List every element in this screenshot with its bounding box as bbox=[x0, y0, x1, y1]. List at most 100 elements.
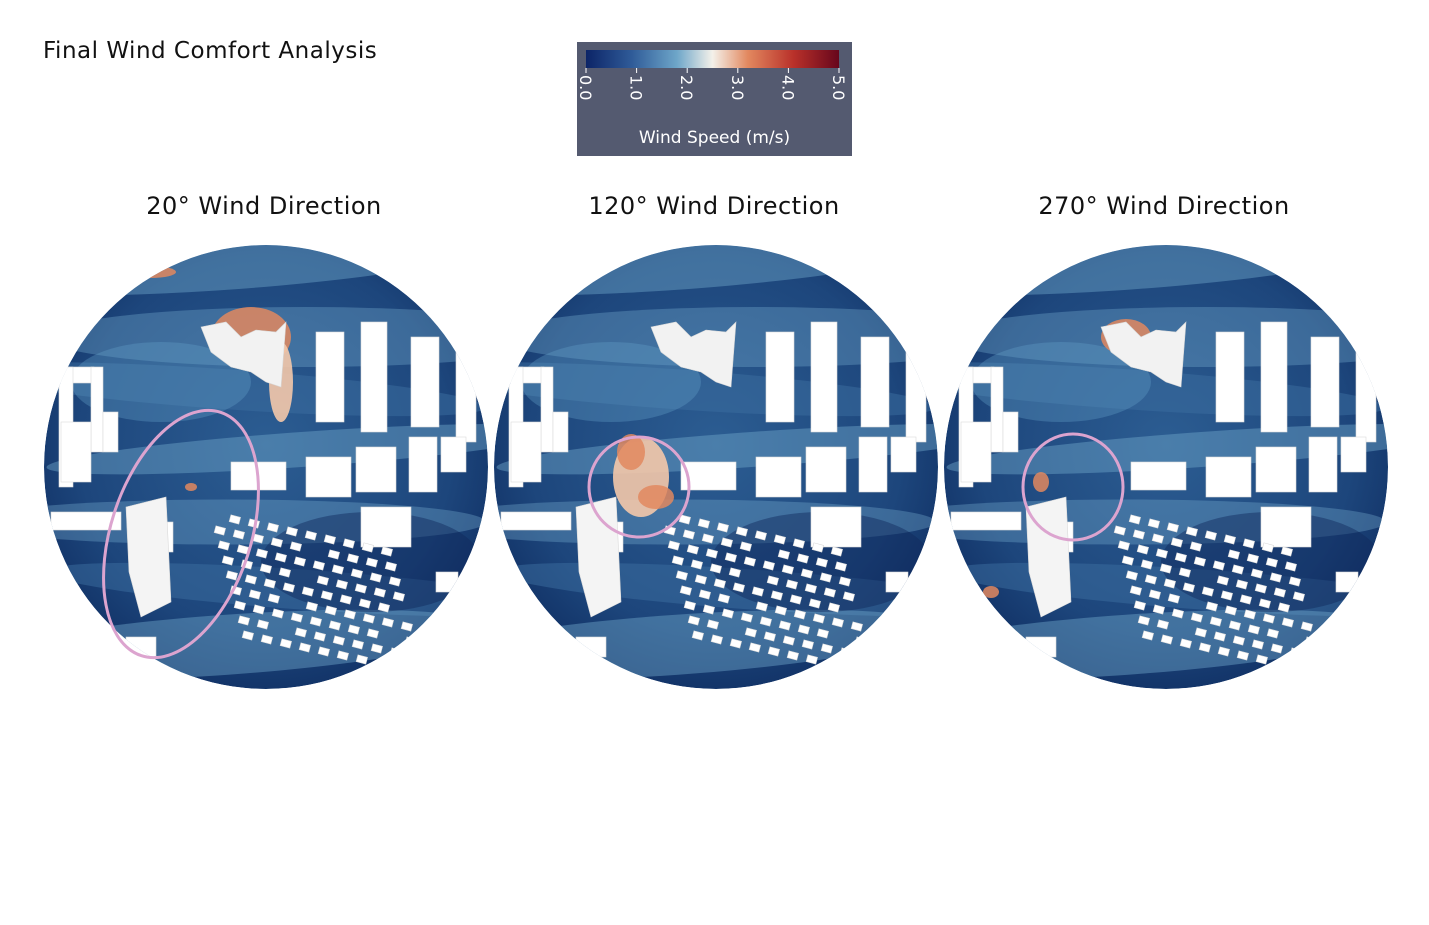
building-cluster bbox=[650, 321, 737, 388]
flow-streak bbox=[944, 499, 1386, 545]
small-building bbox=[721, 608, 734, 619]
small-building bbox=[324, 605, 337, 616]
small-building bbox=[366, 628, 379, 639]
building bbox=[1002, 411, 1019, 453]
small-building bbox=[213, 525, 226, 536]
flow-streak bbox=[971, 342, 1151, 422]
small-building bbox=[312, 560, 325, 571]
small-building bbox=[317, 646, 330, 657]
flow-streak bbox=[71, 342, 251, 422]
wind-field bbox=[44, 245, 488, 689]
high-wind-zone bbox=[638, 485, 674, 509]
small-building bbox=[823, 587, 836, 598]
small-building bbox=[217, 540, 230, 551]
small-building bbox=[1156, 619, 1169, 630]
building bbox=[1308, 436, 1338, 493]
small-building bbox=[1217, 646, 1230, 657]
small-building bbox=[773, 534, 786, 545]
small-building bbox=[678, 514, 691, 525]
small-building bbox=[778, 620, 791, 631]
small-building bbox=[1137, 615, 1150, 626]
small-building bbox=[271, 608, 284, 619]
small-building bbox=[786, 650, 799, 661]
small-building bbox=[675, 570, 688, 581]
building bbox=[1310, 336, 1340, 428]
small-building bbox=[1163, 578, 1176, 589]
small-building bbox=[820, 643, 833, 654]
small-building bbox=[1228, 620, 1241, 631]
small-building bbox=[739, 541, 752, 552]
small-building bbox=[233, 600, 246, 611]
small-building bbox=[1189, 541, 1202, 552]
small-building bbox=[1220, 590, 1233, 601]
small-building bbox=[774, 605, 787, 616]
building bbox=[905, 331, 927, 443]
small-building bbox=[839, 647, 852, 658]
wind-map-270 bbox=[944, 245, 1388, 689]
small-building bbox=[1223, 534, 1236, 545]
building bbox=[805, 446, 847, 493]
small-building bbox=[697, 518, 710, 529]
small-building bbox=[1254, 583, 1267, 594]
small-building bbox=[801, 639, 814, 650]
small-building bbox=[384, 561, 397, 572]
small-building bbox=[1155, 548, 1168, 559]
small-building bbox=[1262, 613, 1275, 624]
small-building bbox=[365, 557, 378, 568]
small-building bbox=[667, 540, 680, 551]
small-building bbox=[800, 568, 813, 579]
small-building bbox=[744, 627, 757, 638]
small-building bbox=[850, 621, 863, 632]
small-building bbox=[1269, 572, 1282, 583]
building bbox=[455, 331, 477, 443]
high-wind-zone bbox=[1033, 472, 1049, 492]
small-building bbox=[1144, 574, 1157, 585]
small-building bbox=[358, 598, 371, 609]
small-building bbox=[671, 555, 684, 566]
small-building bbox=[1304, 636, 1317, 647]
small-building bbox=[1113, 525, 1126, 536]
building bbox=[890, 436, 917, 473]
small-building bbox=[1128, 514, 1141, 525]
small-building bbox=[740, 612, 753, 623]
small-building bbox=[1117, 540, 1130, 551]
small-building bbox=[1121, 555, 1134, 566]
small-building bbox=[335, 579, 348, 590]
small-building bbox=[1140, 559, 1153, 570]
small-building bbox=[270, 537, 283, 548]
buildings bbox=[950, 321, 1377, 665]
small-building bbox=[690, 559, 703, 570]
small-building bbox=[354, 583, 367, 594]
high-wind-zone bbox=[126, 266, 176, 278]
colorbar-title: Wind Speed (m/s) bbox=[638, 128, 791, 148]
small-building bbox=[290, 612, 303, 623]
small-building bbox=[259, 563, 272, 574]
building bbox=[410, 336, 440, 428]
small-building bbox=[1265, 557, 1278, 568]
page-title: Final Wind Comfort Analysis bbox=[43, 38, 378, 64]
small-building bbox=[1212, 560, 1225, 571]
wind-map-20 bbox=[44, 245, 488, 689]
small-building bbox=[1133, 600, 1146, 611]
flow-streak bbox=[521, 342, 701, 422]
small-building bbox=[347, 624, 360, 635]
small-building bbox=[313, 631, 326, 642]
small-building bbox=[279, 638, 292, 649]
building bbox=[90, 366, 104, 453]
small-building bbox=[1280, 546, 1293, 557]
building bbox=[360, 321, 388, 433]
small-building bbox=[244, 574, 257, 585]
small-building bbox=[842, 591, 855, 602]
small-building bbox=[782, 635, 795, 646]
small-building bbox=[1232, 635, 1245, 646]
small-building bbox=[1167, 593, 1180, 604]
small-building bbox=[361, 542, 374, 553]
small-building bbox=[380, 546, 393, 557]
small-building bbox=[1258, 598, 1271, 609]
small-building bbox=[705, 548, 718, 559]
small-building bbox=[1277, 602, 1290, 613]
small-building bbox=[301, 586, 314, 597]
small-building bbox=[710, 634, 723, 645]
building bbox=[552, 411, 569, 453]
small-building bbox=[716, 522, 729, 533]
